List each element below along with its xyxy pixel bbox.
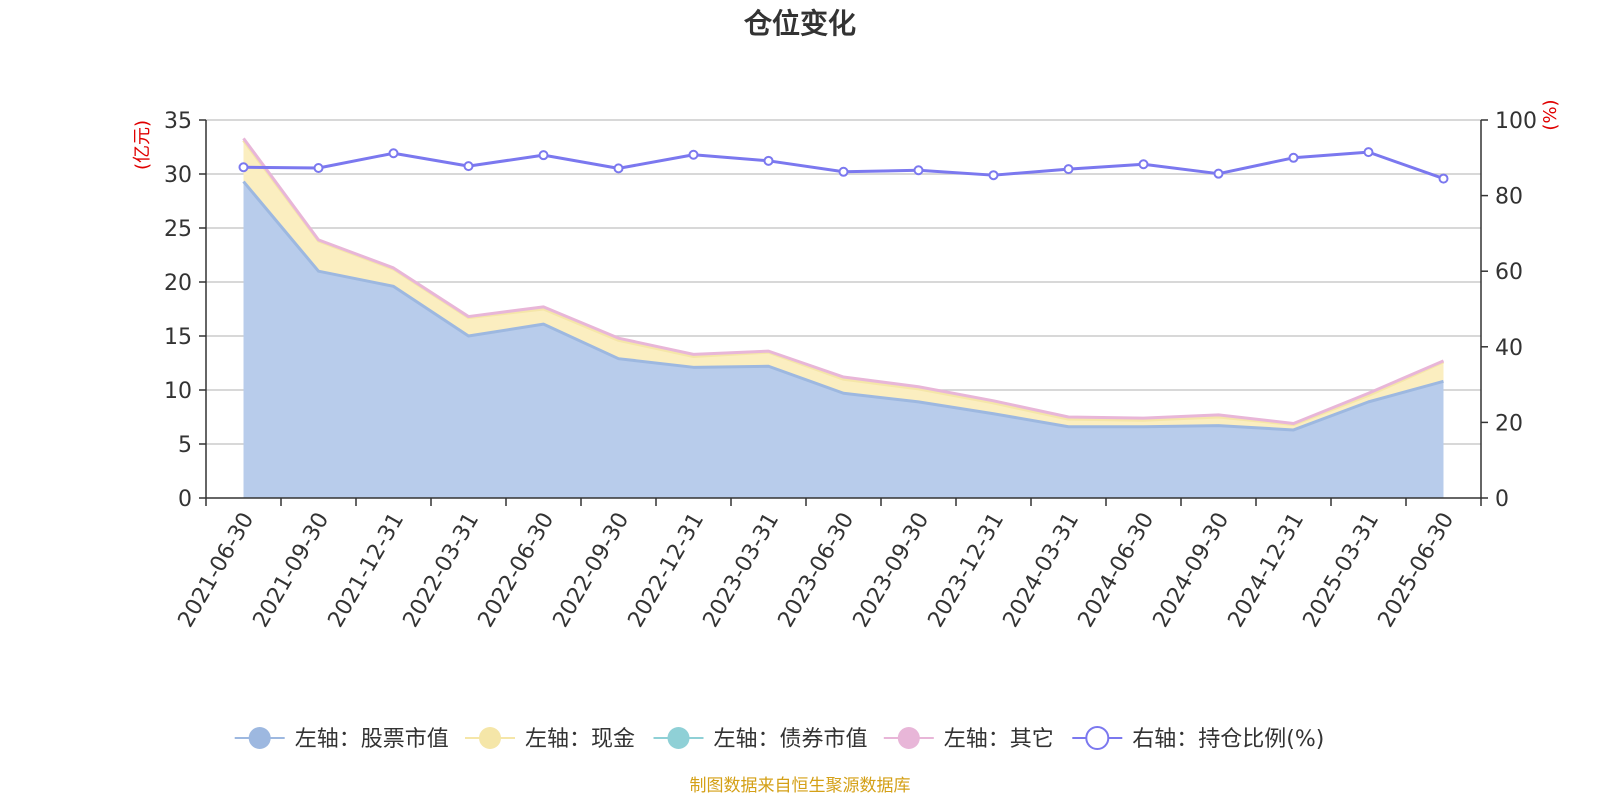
- chart-title: 仓位变化: [744, 7, 856, 40]
- legend-marker: [248, 727, 271, 749]
- x-tick-label: 2021-09-30: [249, 509, 335, 632]
- x-tick-label: 2022-12-31: [624, 509, 710, 632]
- stacked-areas: [242, 137, 1445, 498]
- right-tick-label: 40: [1495, 336, 1523, 361]
- x-tick-label: 2025-03-31: [1299, 509, 1385, 632]
- x-tick-label: 2022-09-30: [549, 509, 635, 632]
- ratio-point: [388, 148, 399, 159]
- ratio-point: [1288, 152, 1299, 163]
- right-tick-label: 100: [1495, 109, 1537, 134]
- legend: 左轴：股票市值 左轴：现金 左轴：债券市值 左轴：其它 右轴：持仓比例(%): [234, 726, 1324, 752]
- ratio-point: [313, 163, 324, 174]
- legend-label: 右轴：持仓比例(%): [1132, 727, 1324, 752]
- right-tick-label: 60: [1495, 260, 1523, 285]
- ratio-point: [538, 150, 549, 161]
- ratio-point: [1063, 164, 1074, 175]
- x-tick-label: 2023-12-31: [924, 509, 1010, 632]
- legend-label: 左轴：其它: [944, 727, 1054, 752]
- right-tick-label: 20: [1495, 411, 1523, 436]
- left-tick-label: 10: [164, 379, 192, 404]
- x-tick-label: 2022-06-30: [474, 509, 560, 632]
- legend-label: 左轴：股票市值: [295, 727, 449, 752]
- ratio-point: [1213, 168, 1224, 179]
- position-ratio-line: [238, 147, 1449, 184]
- x-tick-label: 2023-06-30: [774, 509, 860, 632]
- ratio-point: [913, 165, 924, 176]
- left-tick-label: 35: [164, 109, 192, 134]
- left-tick-label: 25: [164, 217, 192, 242]
- x-tick-label: 2024-06-30: [1074, 509, 1160, 632]
- ratio-point: [1438, 173, 1449, 184]
- legend-item: 右轴：持仓比例(%): [1072, 726, 1324, 752]
- ratio-point: [613, 163, 624, 174]
- legend-marker: [479, 727, 501, 749]
- left-tick-label: 30: [164, 163, 192, 188]
- legend-item: 左轴：债券市值: [653, 727, 868, 752]
- x-tick-label: 2024-12-31: [1224, 509, 1310, 632]
- left-tick-label: 0: [178, 487, 192, 512]
- legend-marker: [897, 727, 920, 749]
- right-axis-unit: (%): [1540, 99, 1561, 130]
- x-tick-label: 2025-06-30: [1374, 509, 1460, 632]
- ratio-point: [988, 170, 999, 181]
- ratio-point: [838, 166, 849, 177]
- legend-marker: [667, 727, 690, 749]
- legend-item: 左轴：其它: [883, 727, 1054, 752]
- left-tick-label: 15: [164, 325, 192, 350]
- ratio-point: [238, 162, 249, 173]
- legend-label: 左轴：债券市值: [714, 727, 868, 752]
- x-tick-label: 2021-06-30: [174, 509, 260, 632]
- x-tick-label: 2023-09-30: [849, 509, 935, 632]
- legend-label: 左轴：现金: [525, 727, 635, 752]
- left-axis-unit: (亿元): [132, 120, 153, 170]
- ratio-point: [1363, 147, 1374, 158]
- legend-marker: [1085, 726, 1110, 750]
- ratio-point: [463, 161, 474, 172]
- x-tick-label: 2024-03-31: [999, 509, 1085, 632]
- ratio-point: [1138, 159, 1149, 170]
- x-tick-label: 2021-12-31: [324, 509, 410, 632]
- ratio-point: [763, 155, 774, 166]
- x-tick-label: 2024-09-30: [1149, 509, 1235, 632]
- right-tick-label: 80: [1495, 185, 1523, 210]
- x-tick-label: 2023-03-31: [699, 509, 785, 632]
- legend-item: 左轴：现金: [465, 727, 635, 752]
- right-tick-label: 0: [1495, 487, 1509, 512]
- ratio-point: [688, 149, 699, 160]
- left-tick-label: 20: [164, 271, 192, 296]
- area-1: [243, 181, 1444, 498]
- area-line-1: [242, 180, 1444, 432]
- left-tick-label: 5: [178, 433, 192, 458]
- legend-item: 左轴：股票市值: [234, 727, 449, 752]
- x-tick-label: 2022-03-31: [399, 509, 485, 632]
- area-line-4: [242, 137, 1445, 425]
- source-note: 制图数据来自恒生聚源数据库: [690, 776, 911, 796]
